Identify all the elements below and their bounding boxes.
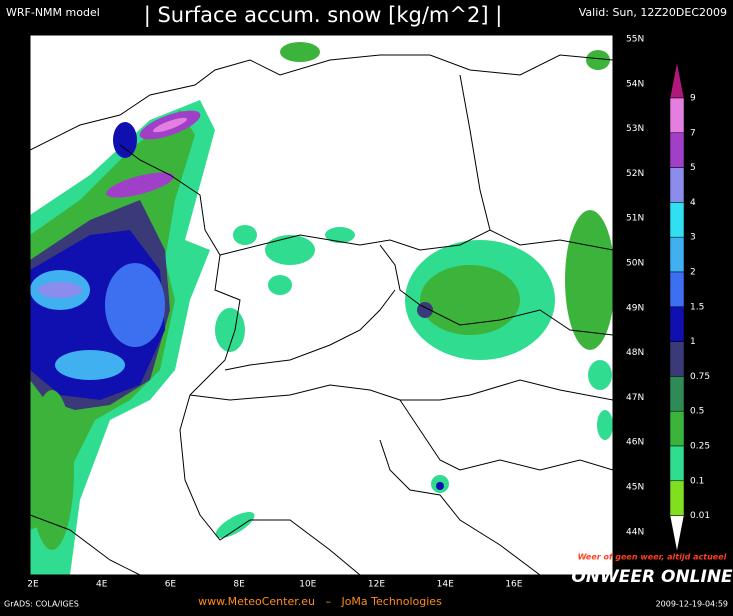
colorbar-label: 2 <box>690 268 696 278</box>
colorbar-segment <box>669 167 685 203</box>
lat-label: 52N <box>626 169 644 179</box>
lon-label: 8E <box>233 580 245 590</box>
map-title: | Surface accum. snow [kg/m^2] | <box>144 3 503 28</box>
colorbar-label: 0.1 <box>690 476 704 486</box>
credit: GrADS: COLA/IGES <box>4 600 79 609</box>
lat-label: 51N <box>626 214 644 224</box>
lon-label: 14E <box>437 580 454 590</box>
lon-labels: 2E 4E 6E 8E 10E 12E 14E 16E <box>27 580 522 590</box>
lat-label: 47N <box>626 393 644 403</box>
lat-label: 44N <box>626 527 644 537</box>
colorbar-segment <box>669 202 685 238</box>
colorbar-segment <box>669 341 685 377</box>
colorbar-label: 1 <box>690 337 696 347</box>
lon-label: 12E <box>368 580 385 590</box>
colorbar-segment <box>669 132 685 168</box>
colorbar-segment <box>669 410 685 447</box>
snow-field <box>30 42 613 575</box>
colorbar-label: 3 <box>690 233 696 243</box>
colorbar-label: 0.5 <box>690 407 704 417</box>
colorbar-label: 7 <box>690 128 696 138</box>
colorbar-segment <box>669 480 685 516</box>
lat-label: 46N <box>626 438 644 448</box>
colorbar-cap <box>669 515 685 552</box>
lat-label: 54N <box>626 79 644 89</box>
logo-slogan: Weer of geen weer, altijd actueel <box>578 553 727 562</box>
borders <box>30 54 613 575</box>
colorbar-label: 0.25 <box>690 442 710 452</box>
lat-label: 55N <box>626 35 644 45</box>
lon-label: 2E <box>27 580 39 590</box>
lon-label: 4E <box>96 580 108 590</box>
colorbar-label: 0.01 <box>690 511 710 521</box>
lat-label: 50N <box>626 259 644 269</box>
colorbar-label: 5 <box>690 163 696 173</box>
lat-label: 53N <box>626 124 644 134</box>
lat-label: 49N <box>626 303 644 313</box>
timestamp: 2009-12-19-04:59 <box>656 600 728 609</box>
map-panel <box>29 34 614 576</box>
colorbar-segment <box>669 236 685 273</box>
lon-label: 10E <box>299 580 316 590</box>
lon-label: 6E <box>165 580 177 590</box>
valid-time: Valid: Sun, 12Z20DEC2009 <box>579 6 727 19</box>
colorbar-segment <box>669 97 685 134</box>
colorbar-label: 9 <box>690 94 696 104</box>
lon-label: 16E <box>505 580 522 590</box>
site-credit: www.MeteoCenter.eu – JoMa Technologies <box>198 595 442 608</box>
map-frame <box>29 34 614 576</box>
colorbar-label: 0.75 <box>690 372 710 382</box>
colorbar-label: 4 <box>690 198 696 208</box>
colorbar-segment <box>669 445 685 482</box>
lat-labels: 55N 54N 53N 52N 51N 50N 49N 48N 47N 46N 45N 44N <box>626 35 644 538</box>
logo-text: ONWEER ONLINE <box>571 567 733 587</box>
colorbar-label: 1.5 <box>690 302 704 312</box>
colorbar-segment <box>669 271 685 308</box>
colorbar-segment <box>669 306 685 342</box>
colorbar: 9 7 5 4 3 2 1.5 1 0.75 0.5 0.25 0.1 0.01 <box>669 61 710 552</box>
lat-label: 45N <box>626 483 644 493</box>
colorbar-segment <box>669 376 685 412</box>
lat-label: 48N <box>626 348 644 358</box>
model-label: WRF-NMM model <box>6 6 100 19</box>
